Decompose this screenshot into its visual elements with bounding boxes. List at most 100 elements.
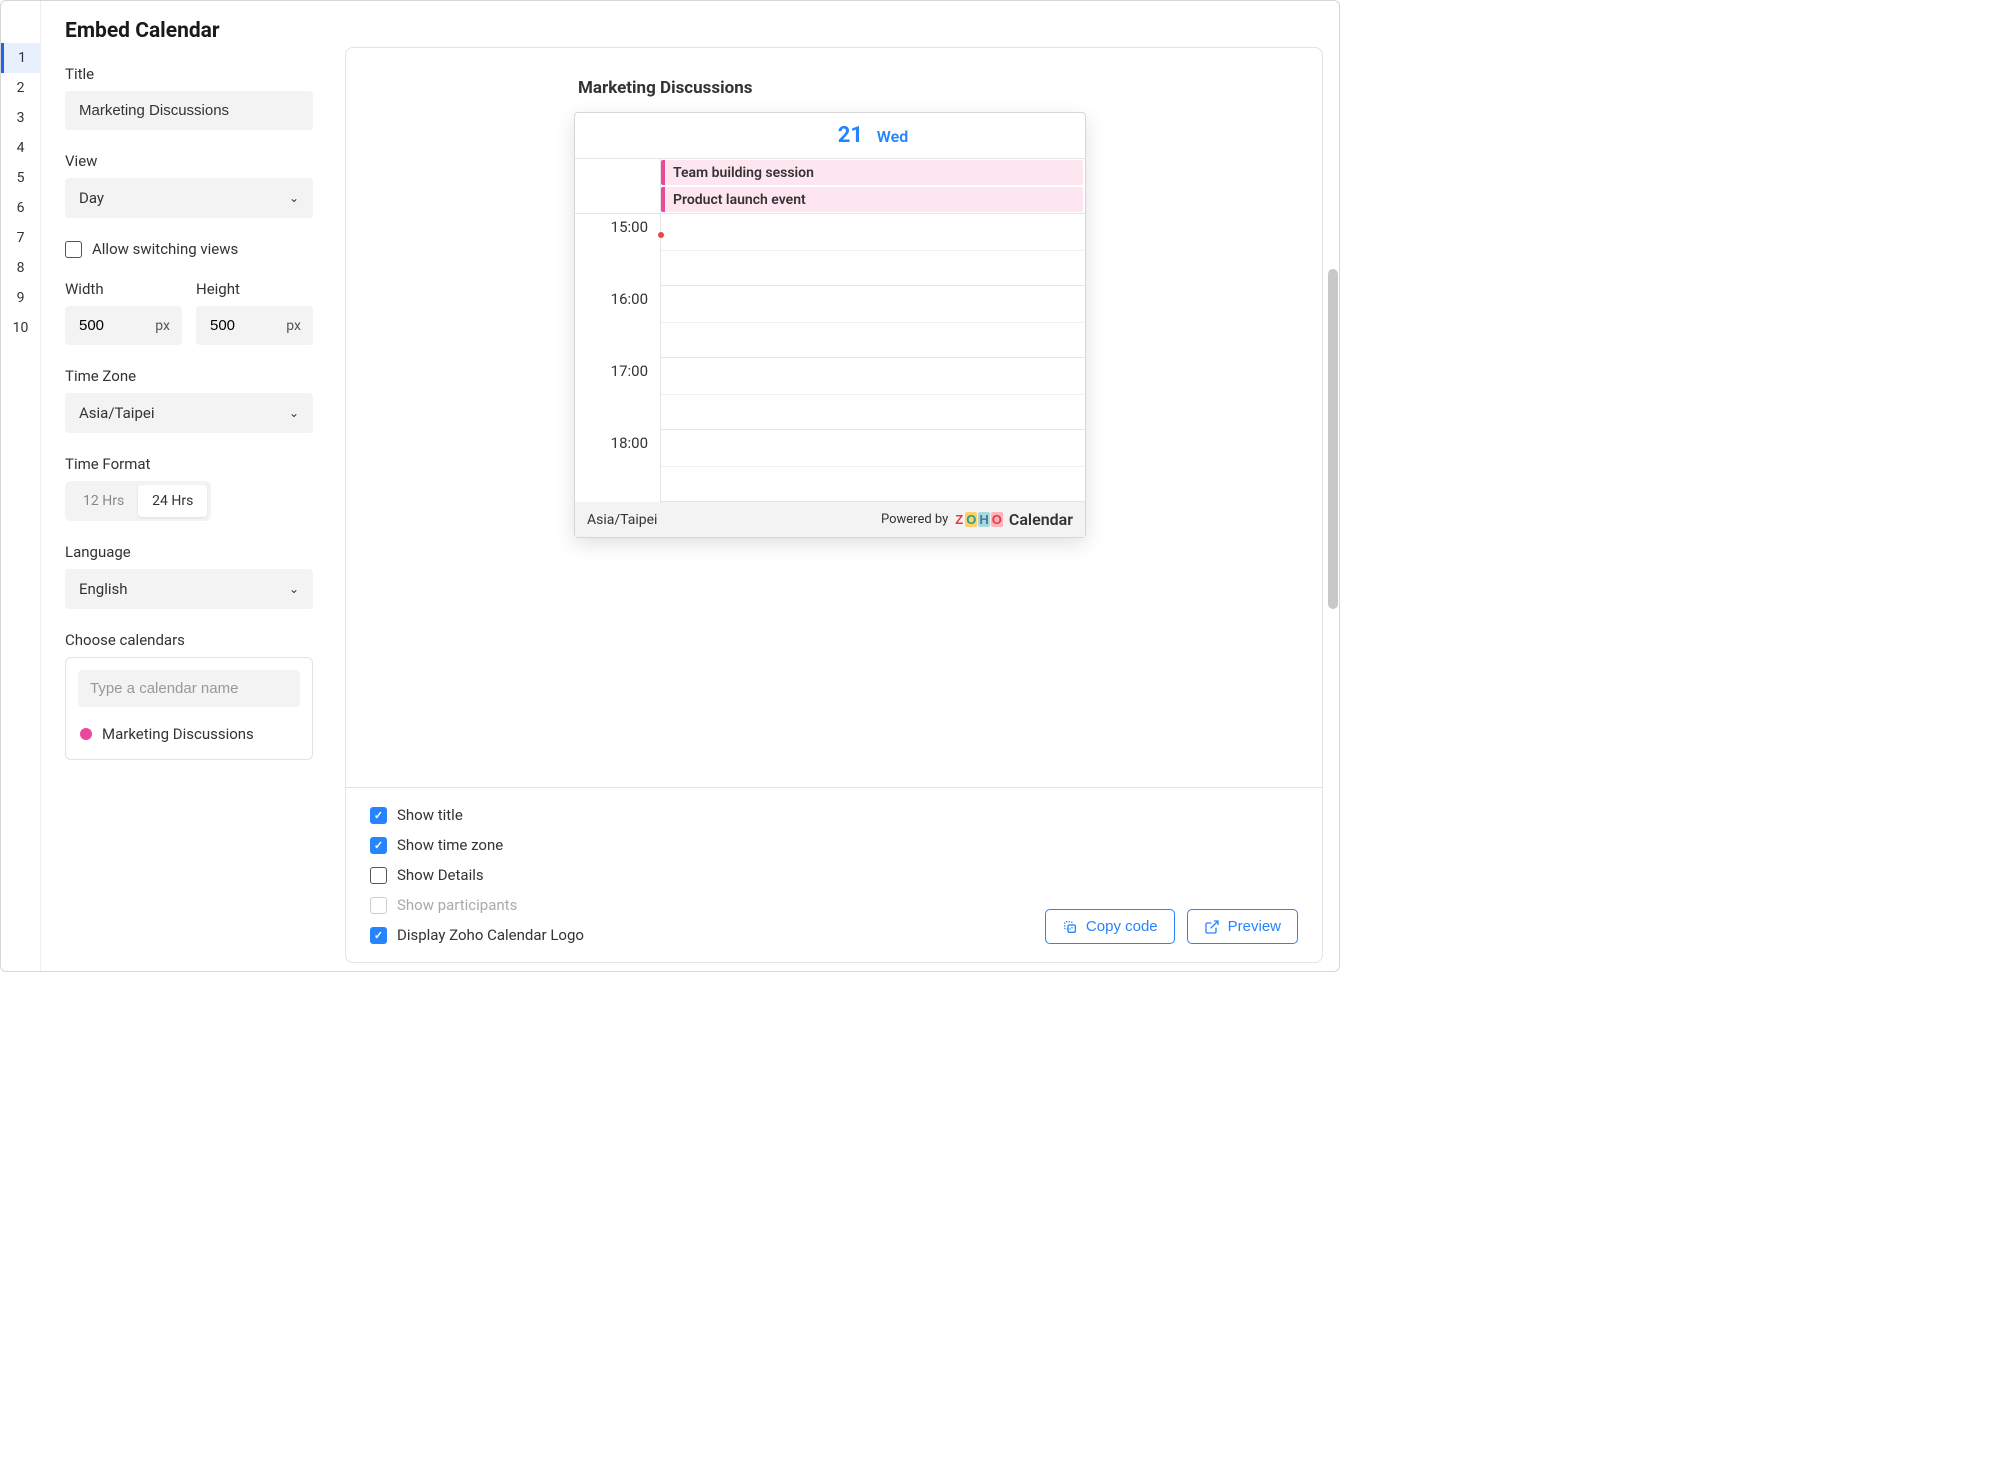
view-value: Day — [79, 189, 104, 207]
powered-by-text: Powered by — [881, 512, 948, 527]
view-select[interactable]: Day ⌄ — [65, 178, 313, 218]
option-checkbox[interactable] — [370, 807, 387, 824]
option-show-tz[interactable]: Show time zone — [370, 836, 584, 854]
options-bar: Show title Show time zone Show Details Show… — [346, 788, 1322, 962]
line-number[interactable]: 10 — [1, 313, 40, 343]
hour-slot[interactable] — [661, 358, 1085, 430]
calendar-item[interactable]: Marketing Discussions — [78, 721, 300, 747]
preview-label: Preview — [1228, 918, 1281, 935]
external-link-icon — [1204, 919, 1220, 935]
language-label: Language — [65, 543, 313, 561]
height-field: Height px — [196, 280, 313, 345]
line-number[interactable]: 6 — [1, 193, 40, 223]
allday-event-row: Product launch event — [575, 186, 1085, 213]
line-number[interactable]: 7 — [1, 223, 40, 253]
allday-event-row: Team building session — [575, 159, 1085, 186]
choose-calendars-field: Choose calendars Marketing Discussions — [65, 631, 313, 760]
page-title: Embed Calendar — [65, 19, 313, 43]
copy-code-label: Copy code — [1086, 918, 1158, 935]
line-number[interactable]: 3 — [1, 103, 40, 133]
timeformat-option[interactable]: 24 Hrs — [138, 485, 207, 517]
line-number[interactable]: 4 — [1, 133, 40, 163]
action-buttons: Copy code Preview — [1045, 909, 1298, 944]
calendar-item-name: Marketing Discussions — [102, 725, 254, 743]
option-show-logo[interactable]: Display Zoho Calendar Logo — [370, 926, 584, 944]
preview-button[interactable]: Preview — [1187, 909, 1298, 944]
line-gutter: 12345678910 — [1, 1, 41, 971]
calendar-grid: 15:0016:0017:0018:00 — [575, 214, 1085, 502]
timezone-label: Time Zone — [65, 367, 313, 385]
hour-row: 16:00 — [575, 286, 1085, 358]
timezone-select[interactable]: Asia/Taipei ⌄ — [65, 393, 313, 433]
calendar-allday-section: Team building sessionProduct launch even… — [575, 159, 1085, 214]
calendar-color-dot — [80, 728, 92, 740]
language-field: Language English ⌄ — [65, 543, 313, 609]
hour-row: 15:00 — [575, 214, 1085, 286]
hour-slot[interactable] — [661, 430, 1085, 502]
hour-slot[interactable] — [661, 214, 1085, 286]
hour-label: 18:00 — [575, 430, 661, 502]
line-number[interactable]: 8 — [1, 253, 40, 283]
zoho-calendar-text: Calendar — [1009, 510, 1073, 529]
chevron-down-icon: ⌄ — [289, 406, 299, 420]
hour-slot[interactable] — [661, 286, 1085, 358]
option-label: Show title — [397, 806, 463, 824]
display-options: Show title Show time zone Show Details Show… — [370, 806, 584, 944]
calendar-header: 21 Wed — [575, 113, 1085, 159]
option-checkbox[interactable] — [370, 837, 387, 854]
allow-switching-toggle[interactable]: Allow switching views — [65, 240, 313, 258]
app-window: 12345678910 Embed Calendar Title View Da… — [0, 0, 1340, 972]
width-input[interactable] — [65, 306, 155, 345]
title-label: Title — [65, 65, 313, 83]
line-number[interactable]: 1 — [1, 43, 40, 73]
width-unit: px — [155, 318, 170, 334]
line-number[interactable]: 9 — [1, 283, 40, 313]
chevron-down-icon: ⌄ — [289, 582, 299, 596]
option-show-title[interactable]: Show title — [370, 806, 584, 824]
timeformat-label: Time Format — [65, 455, 313, 473]
calendar-footer: Asia/Taipei Powered by ZOHO Calendar — [575, 502, 1085, 537]
height-unit: px — [286, 318, 301, 334]
allow-switching-checkbox[interactable] — [65, 241, 82, 258]
title-input[interactable] — [65, 91, 313, 130]
option-checkbox[interactable] — [370, 927, 387, 944]
dimensions-row: Width px Height px — [65, 280, 313, 345]
timeformat-toggle: 12 Hrs24 Hrs — [65, 481, 211, 521]
option-label: Display Zoho Calendar Logo — [397, 926, 584, 944]
title-field: Title — [65, 65, 313, 130]
now-indicator — [658, 232, 664, 238]
language-select[interactable]: English ⌄ — [65, 569, 313, 609]
option-label: Show participants — [397, 896, 517, 914]
hour-label: 17:00 — [575, 358, 661, 430]
allow-switching-label: Allow switching views — [92, 240, 238, 258]
scrollbar[interactable] — [1328, 269, 1338, 609]
copy-code-button[interactable]: Copy code — [1045, 909, 1175, 944]
calendar-footer-tz: Asia/Taipei — [587, 512, 657, 528]
hour-label: 15:00 — [575, 214, 661, 286]
option-checkbox[interactable] — [370, 867, 387, 884]
line-number[interactable]: 2 — [1, 73, 40, 103]
zoho-logo-icon: ZOHO — [954, 512, 1003, 527]
hour-row: 18:00 — [575, 430, 1085, 502]
zoho-brand: Powered by ZOHO Calendar — [881, 510, 1073, 529]
option-show-participants: Show participants — [370, 896, 584, 914]
timeformat-field: Time Format 12 Hrs24 Hrs — [65, 455, 313, 521]
allday-event[interactable]: Team building session — [661, 160, 1083, 185]
settings-panel: Embed Calendar Title View Day ⌄ Allow sw… — [41, 1, 337, 971]
width-field: Width px — [65, 280, 182, 345]
timezone-field: Time Zone Asia/Taipei ⌄ — [65, 367, 313, 433]
chevron-down-icon: ⌄ — [289, 191, 299, 205]
width-label: Width — [65, 280, 182, 298]
calendar-search-input[interactable] — [78, 670, 300, 707]
timeformat-option[interactable]: 12 Hrs — [69, 485, 138, 517]
hour-label: 16:00 — [575, 286, 661, 358]
allday-event[interactable]: Product launch event — [661, 187, 1083, 212]
copy-icon — [1062, 919, 1078, 935]
height-label: Height — [196, 280, 313, 298]
preview-pane: Marketing Discussions 21 Wed Team buildi… — [345, 47, 1323, 963]
hour-row: 17:00 — [575, 358, 1085, 430]
calendar-date-number: 21 — [838, 123, 863, 148]
option-show-details[interactable]: Show Details — [370, 866, 584, 884]
height-input[interactable] — [196, 306, 286, 345]
line-number[interactable]: 5 — [1, 163, 40, 193]
